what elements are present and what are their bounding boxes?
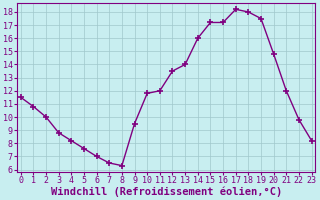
X-axis label: Windchill (Refroidissement éolien,°C): Windchill (Refroidissement éolien,°C) <box>51 187 282 197</box>
